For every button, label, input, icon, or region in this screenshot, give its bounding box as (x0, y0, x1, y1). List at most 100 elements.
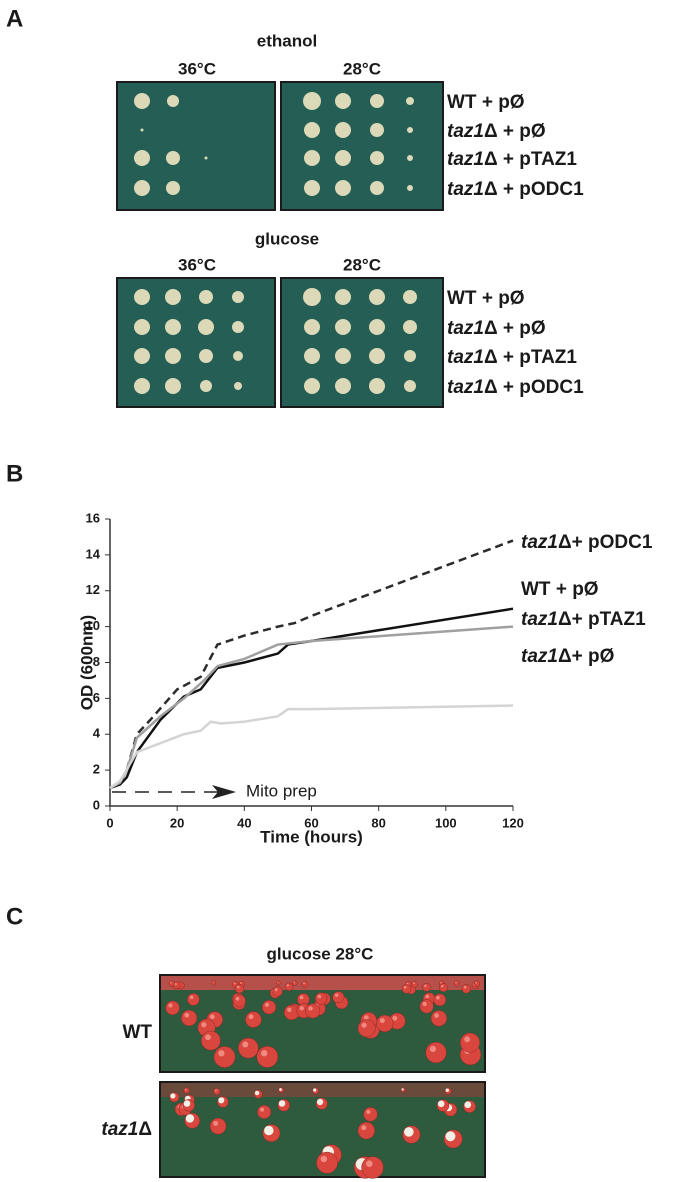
yeast-spot (403, 290, 417, 304)
yeast-spot (134, 150, 150, 166)
colony-shine (320, 1155, 328, 1163)
colony-shine (365, 1160, 373, 1167)
yeast-spot (404, 380, 416, 392)
temperature: 36°C (178, 255, 216, 274)
strain-label: taz1Δ + pTAZ1 (447, 149, 577, 170)
colony (425, 1041, 447, 1064)
plates: WT + pØ taz1Δ + pØ taz1Δ + pTAZ1 taz1Δ + pO… (116, 81, 584, 408)
y-tick-label: 10 (86, 618, 100, 633)
colony-white (445, 1131, 456, 1142)
colony-shine (260, 1050, 268, 1057)
yeast-spot (407, 155, 413, 161)
colony (165, 1000, 180, 1016)
colony-white (264, 1125, 274, 1136)
annotation-arrow (212, 785, 236, 799)
colony-shine (299, 995, 304, 1000)
yeast-spot (167, 95, 179, 107)
colony (357, 1121, 376, 1140)
colony-shine (233, 982, 236, 985)
strain-label: WT (122, 1022, 152, 1043)
colony-shine (464, 1036, 471, 1043)
y-tick-label: 16 (86, 510, 100, 525)
yeast-spot (199, 290, 213, 304)
colony-shine (205, 1034, 211, 1041)
colony-shine (214, 1089, 217, 1092)
strain-label: taz1Δ + pØ (447, 121, 546, 142)
colony (401, 984, 412, 994)
yeast-spot (369, 348, 385, 364)
yeast-spot (335, 319, 351, 335)
colony (301, 980, 309, 988)
temperature: 28°C (343, 255, 381, 274)
colony-shine (287, 1007, 292, 1013)
colony (332, 991, 345, 1004)
colony-white (185, 1114, 195, 1123)
colony-shine (363, 1015, 369, 1021)
colony-shine (286, 984, 289, 987)
colony-shine (209, 1014, 215, 1020)
yeast-spot (369, 378, 385, 394)
colony (180, 1009, 198, 1027)
colony (433, 993, 447, 1007)
colony (439, 983, 448, 993)
x-tick-label: 100 (435, 815, 457, 830)
colony-shine (274, 988, 278, 992)
colony-shine (260, 1107, 265, 1112)
y-axis-label: OD (600nm) (77, 615, 96, 710)
y-tick-label: 6 (93, 690, 100, 705)
yeast-spot (200, 380, 212, 392)
condition: glucose (255, 229, 319, 248)
legend-label: WT + pØ (521, 579, 599, 600)
series-line (109, 704, 514, 790)
yeast-spot (303, 288, 321, 306)
colony (453, 980, 460, 987)
x-tick-label: 120 (502, 815, 524, 830)
condition: glucose 28°C (267, 944, 374, 963)
panel-letter: A (6, 5, 23, 32)
yeast-spot (134, 319, 150, 335)
colony (411, 980, 419, 988)
colony-white (464, 1101, 472, 1109)
colony (245, 1011, 262, 1028)
y-tick-label: 8 (93, 654, 100, 669)
yeast-spot (369, 289, 385, 305)
colony-white (445, 1088, 449, 1092)
colony-shine (434, 1013, 439, 1018)
colony-shine (277, 981, 279, 983)
colony (460, 1032, 481, 1053)
colony (276, 980, 281, 986)
colony-shine (441, 984, 444, 988)
colony-horizon (161, 976, 484, 990)
colony-shine (334, 993, 339, 997)
colony-shine (248, 1014, 254, 1020)
yeast-spot (134, 180, 150, 196)
colony (316, 1151, 338, 1174)
colony-shine (242, 1041, 249, 1048)
x-tick-label: 80 (371, 815, 385, 830)
x-tick-label: 20 (170, 815, 184, 830)
colony-shine (406, 982, 409, 985)
colony (209, 1117, 227, 1135)
colony-shine (424, 984, 427, 988)
colony-white (401, 1088, 404, 1091)
colony-shine (169, 981, 172, 984)
yeast-spot (165, 348, 181, 364)
y-tick-label: 0 (93, 797, 100, 812)
colony-shine (240, 982, 242, 984)
colony (292, 980, 298, 986)
x-axis-label: Time (hours) (260, 827, 363, 846)
colony-white (404, 1127, 414, 1137)
colony-shine (455, 981, 457, 984)
colony (473, 980, 481, 987)
yeast-spot (407, 185, 413, 191)
temperature: 36°C (178, 59, 216, 78)
yeast-spot (304, 348, 320, 364)
yeast-spot (234, 382, 242, 390)
strain-label: taz1Δ + pTAZ1 (447, 347, 577, 368)
yeast-spot (134, 378, 150, 394)
yeast-spot (166, 181, 180, 195)
colony (183, 1087, 190, 1094)
colony-shine (361, 1022, 367, 1028)
colony-white (316, 1098, 324, 1106)
colony (168, 980, 175, 987)
